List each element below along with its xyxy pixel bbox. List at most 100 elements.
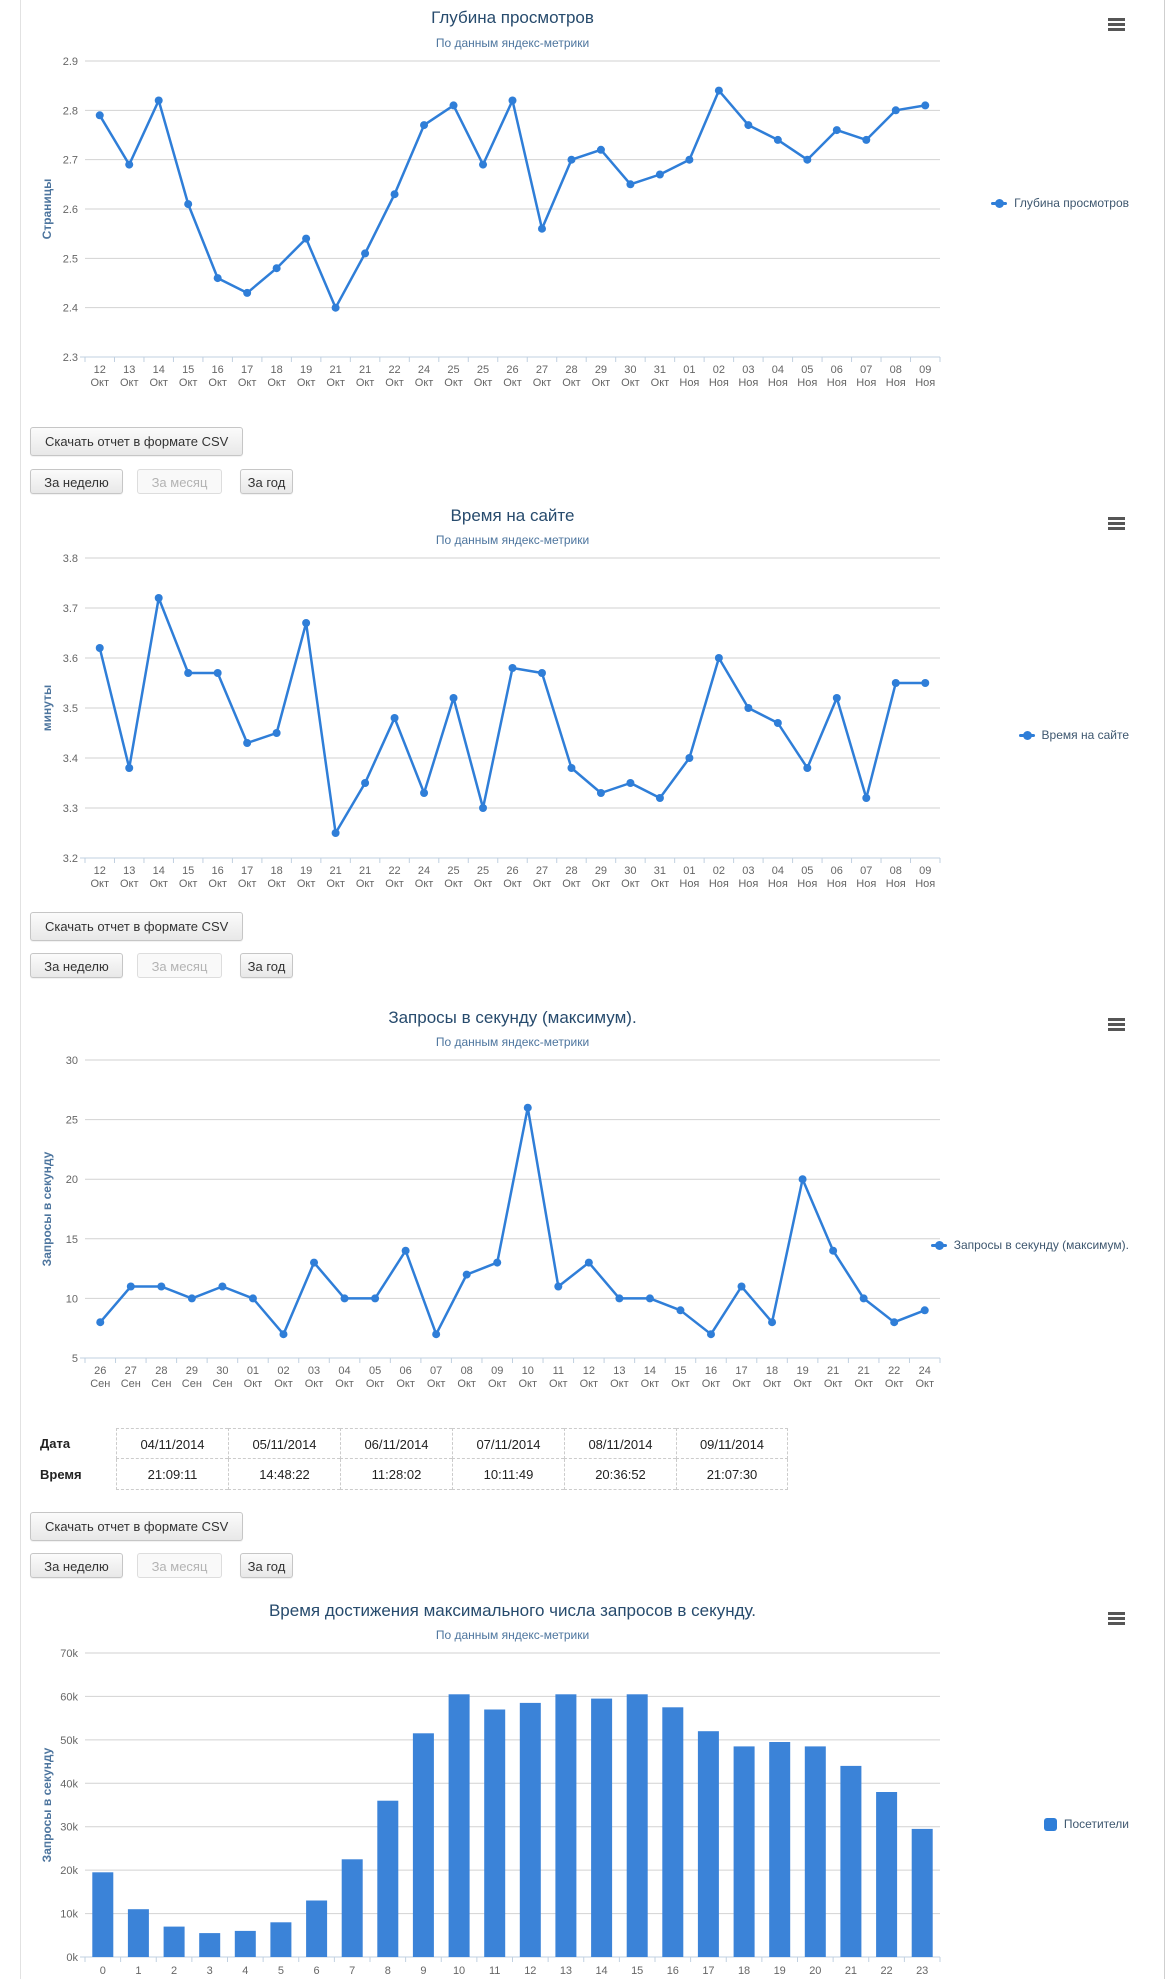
- download-csv-button[interactable]: Скачать отчет в формате CSV: [30, 1512, 244, 1541]
- data-point[interactable]: [243, 288, 252, 297]
- data-point[interactable]: [920, 1306, 929, 1315]
- bar[interactable]: [555, 1694, 577, 1957]
- bar[interactable]: [92, 1872, 114, 1957]
- legend-item[interactable]: Глубина просмотров: [991, 196, 1129, 210]
- data-point[interactable]: [272, 729, 281, 737]
- data-point[interactable]: [626, 180, 635, 189]
- data-point[interactable]: [449, 101, 458, 110]
- data-point[interactable]: [310, 1258, 319, 1267]
- data-point[interactable]: [508, 96, 517, 105]
- bar[interactable]: [448, 1694, 470, 1957]
- data-point[interactable]: [390, 714, 399, 722]
- hamburger-menu-icon[interactable]: [1108, 1612, 1125, 1627]
- data-point[interactable]: [676, 1306, 685, 1315]
- bar[interactable]: [876, 1792, 898, 1957]
- data-point[interactable]: [803, 155, 812, 164]
- data-point[interactable]: [685, 754, 694, 762]
- data-point[interactable]: [537, 224, 546, 233]
- data-point[interactable]: [626, 779, 635, 787]
- data-point[interactable]: [685, 155, 694, 164]
- data-point[interactable]: [773, 135, 782, 144]
- data-point[interactable]: [798, 1175, 807, 1184]
- data-point[interactable]: [243, 739, 252, 747]
- data-point[interactable]: [157, 1282, 166, 1291]
- bar[interactable]: [911, 1828, 933, 1957]
- legend-item[interactable]: Запросы в секунду (максимум).: [930, 1238, 1129, 1252]
- bar[interactable]: [341, 1859, 363, 1957]
- data-point[interactable]: [862, 135, 871, 144]
- data-point[interactable]: [213, 669, 222, 677]
- data-point[interactable]: [862, 794, 871, 802]
- data-point[interactable]: [584, 1258, 593, 1267]
- data-point[interactable]: [449, 694, 458, 702]
- data-point[interactable]: [714, 86, 723, 95]
- hamburger-menu-icon[interactable]: [1108, 1018, 1125, 1033]
- data-point[interactable]: [493, 1258, 502, 1267]
- bar[interactable]: [412, 1733, 434, 1957]
- year-filter-button[interactable]: За год: [240, 953, 293, 978]
- data-point[interactable]: [479, 160, 488, 169]
- data-point[interactable]: [921, 101, 930, 110]
- download-csv-button[interactable]: Скачать отчет в формате CSV: [30, 912, 244, 941]
- bar[interactable]: [484, 1709, 506, 1958]
- data-point[interactable]: [596, 789, 605, 797]
- data-point[interactable]: [744, 121, 753, 130]
- bar[interactable]: [163, 1926, 185, 1957]
- bar[interactable]: [626, 1694, 648, 1957]
- bar[interactable]: [519, 1702, 541, 1957]
- data-point[interactable]: [95, 111, 104, 120]
- data-point[interactable]: [371, 1294, 380, 1303]
- data-point[interactable]: [125, 160, 134, 169]
- data-point[interactable]: [859, 1294, 868, 1303]
- data-point[interactable]: [125, 764, 134, 772]
- bar[interactable]: [234, 1930, 256, 1957]
- week-filter-button[interactable]: За неделю: [30, 1553, 123, 1578]
- data-point[interactable]: [248, 1294, 257, 1303]
- bar[interactable]: [733, 1746, 755, 1957]
- data-point[interactable]: [773, 719, 782, 727]
- data-point[interactable]: [331, 303, 340, 312]
- data-point[interactable]: [744, 704, 753, 712]
- year-filter-button[interactable]: За год: [240, 469, 293, 494]
- data-point[interactable]: [655, 170, 664, 179]
- data-point[interactable]: [331, 829, 340, 837]
- bar[interactable]: [127, 1909, 149, 1957]
- data-point[interactable]: [891, 106, 900, 115]
- data-point[interactable]: [184, 200, 193, 209]
- hamburger-menu-icon[interactable]: [1108, 517, 1125, 532]
- data-point[interactable]: [187, 1294, 196, 1303]
- data-point[interactable]: [737, 1282, 746, 1291]
- data-point[interactable]: [615, 1294, 624, 1303]
- week-filter-button[interactable]: За неделю: [30, 469, 123, 494]
- data-point[interactable]: [706, 1330, 715, 1339]
- data-point[interactable]: [390, 190, 399, 199]
- data-point[interactable]: [523, 1103, 532, 1112]
- data-point[interactable]: [832, 126, 841, 135]
- data-point[interactable]: [279, 1330, 288, 1339]
- data-point[interactable]: [921, 679, 930, 687]
- data-point[interactable]: [462, 1270, 471, 1279]
- data-point[interactable]: [361, 779, 370, 787]
- data-point[interactable]: [891, 679, 900, 687]
- data-point[interactable]: [832, 694, 841, 702]
- bar[interactable]: [591, 1698, 613, 1957]
- bar[interactable]: [270, 1922, 292, 1957]
- download-csv-button[interactable]: Скачать отчет в формате CSV: [30, 427, 244, 456]
- bar[interactable]: [377, 1800, 399, 1957]
- data-point[interactable]: [768, 1318, 777, 1327]
- data-point[interactable]: [213, 274, 222, 283]
- data-point[interactable]: [420, 121, 429, 130]
- data-point[interactable]: [272, 264, 281, 273]
- bar[interactable]: [697, 1731, 719, 1957]
- data-point[interactable]: [567, 155, 576, 164]
- data-point[interactable]: [154, 96, 163, 105]
- data-point[interactable]: [401, 1246, 410, 1255]
- data-point[interactable]: [302, 234, 311, 243]
- data-point[interactable]: [655, 794, 664, 802]
- data-point[interactable]: [537, 669, 546, 677]
- hamburger-menu-icon[interactable]: [1108, 18, 1125, 33]
- bar[interactable]: [840, 1765, 862, 1957]
- data-point[interactable]: [479, 804, 488, 812]
- data-point[interactable]: [508, 664, 517, 672]
- data-point[interactable]: [361, 249, 370, 258]
